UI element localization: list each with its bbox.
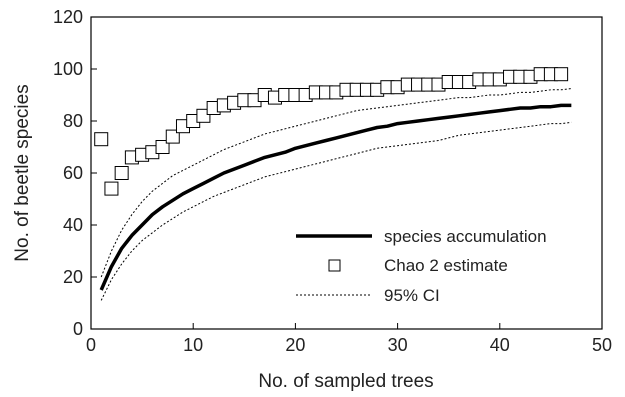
- chao2-point: [94, 132, 109, 147]
- x-tick-label: 50: [592, 335, 612, 355]
- chao2-point: [155, 140, 170, 154]
- x-tick-label: 20: [285, 335, 305, 355]
- axis-ticks: 0 10 20 30 40 50 0 20 40 60 80 100 120: [53, 7, 612, 355]
- legend-label-chao2: Chao 2 estimate: [384, 256, 508, 275]
- ci-lower-line: [100, 121, 572, 301]
- y-tick-label: 100: [53, 59, 83, 79]
- legend-swatch-chao2: [328, 259, 341, 272]
- chao2-point: [554, 67, 569, 82]
- chao2-point: [114, 166, 129, 180]
- x-axis-title: No. of sampled trees: [258, 371, 433, 392]
- species-accumulation-line-group: [99, 103, 572, 291]
- y-tick-label: 120: [53, 7, 83, 27]
- y-tick-label: 0: [73, 319, 83, 339]
- y-tick-label: 60: [63, 163, 83, 183]
- y-tick-label: 20: [63, 267, 83, 287]
- legend-label-species-accumulation: species accumulation: [384, 227, 547, 246]
- y-tick-label: 40: [63, 215, 83, 235]
- x-tick-label: 40: [490, 335, 510, 355]
- x-tick-label: 10: [183, 335, 203, 355]
- legend-label-ci: 95% CI: [384, 286, 440, 305]
- ci-lines: [100, 88, 572, 301]
- x-tick-label: 30: [388, 335, 408, 355]
- ci-upper-line: [100, 88, 572, 278]
- chao2-point: [104, 181, 119, 196]
- legend: species accumulation Chao 2 estimate 95%…: [296, 227, 547, 305]
- y-tick-label: 80: [63, 111, 83, 131]
- plot-area: [90, 16, 603, 330]
- chao2-point: [165, 129, 180, 144]
- x-tick-label: 0: [86, 335, 96, 355]
- species-accumulation-line: [99, 103, 572, 291]
- y-axis-title: No. of beetle species: [12, 84, 33, 261]
- chao2-markers: [94, 67, 569, 196]
